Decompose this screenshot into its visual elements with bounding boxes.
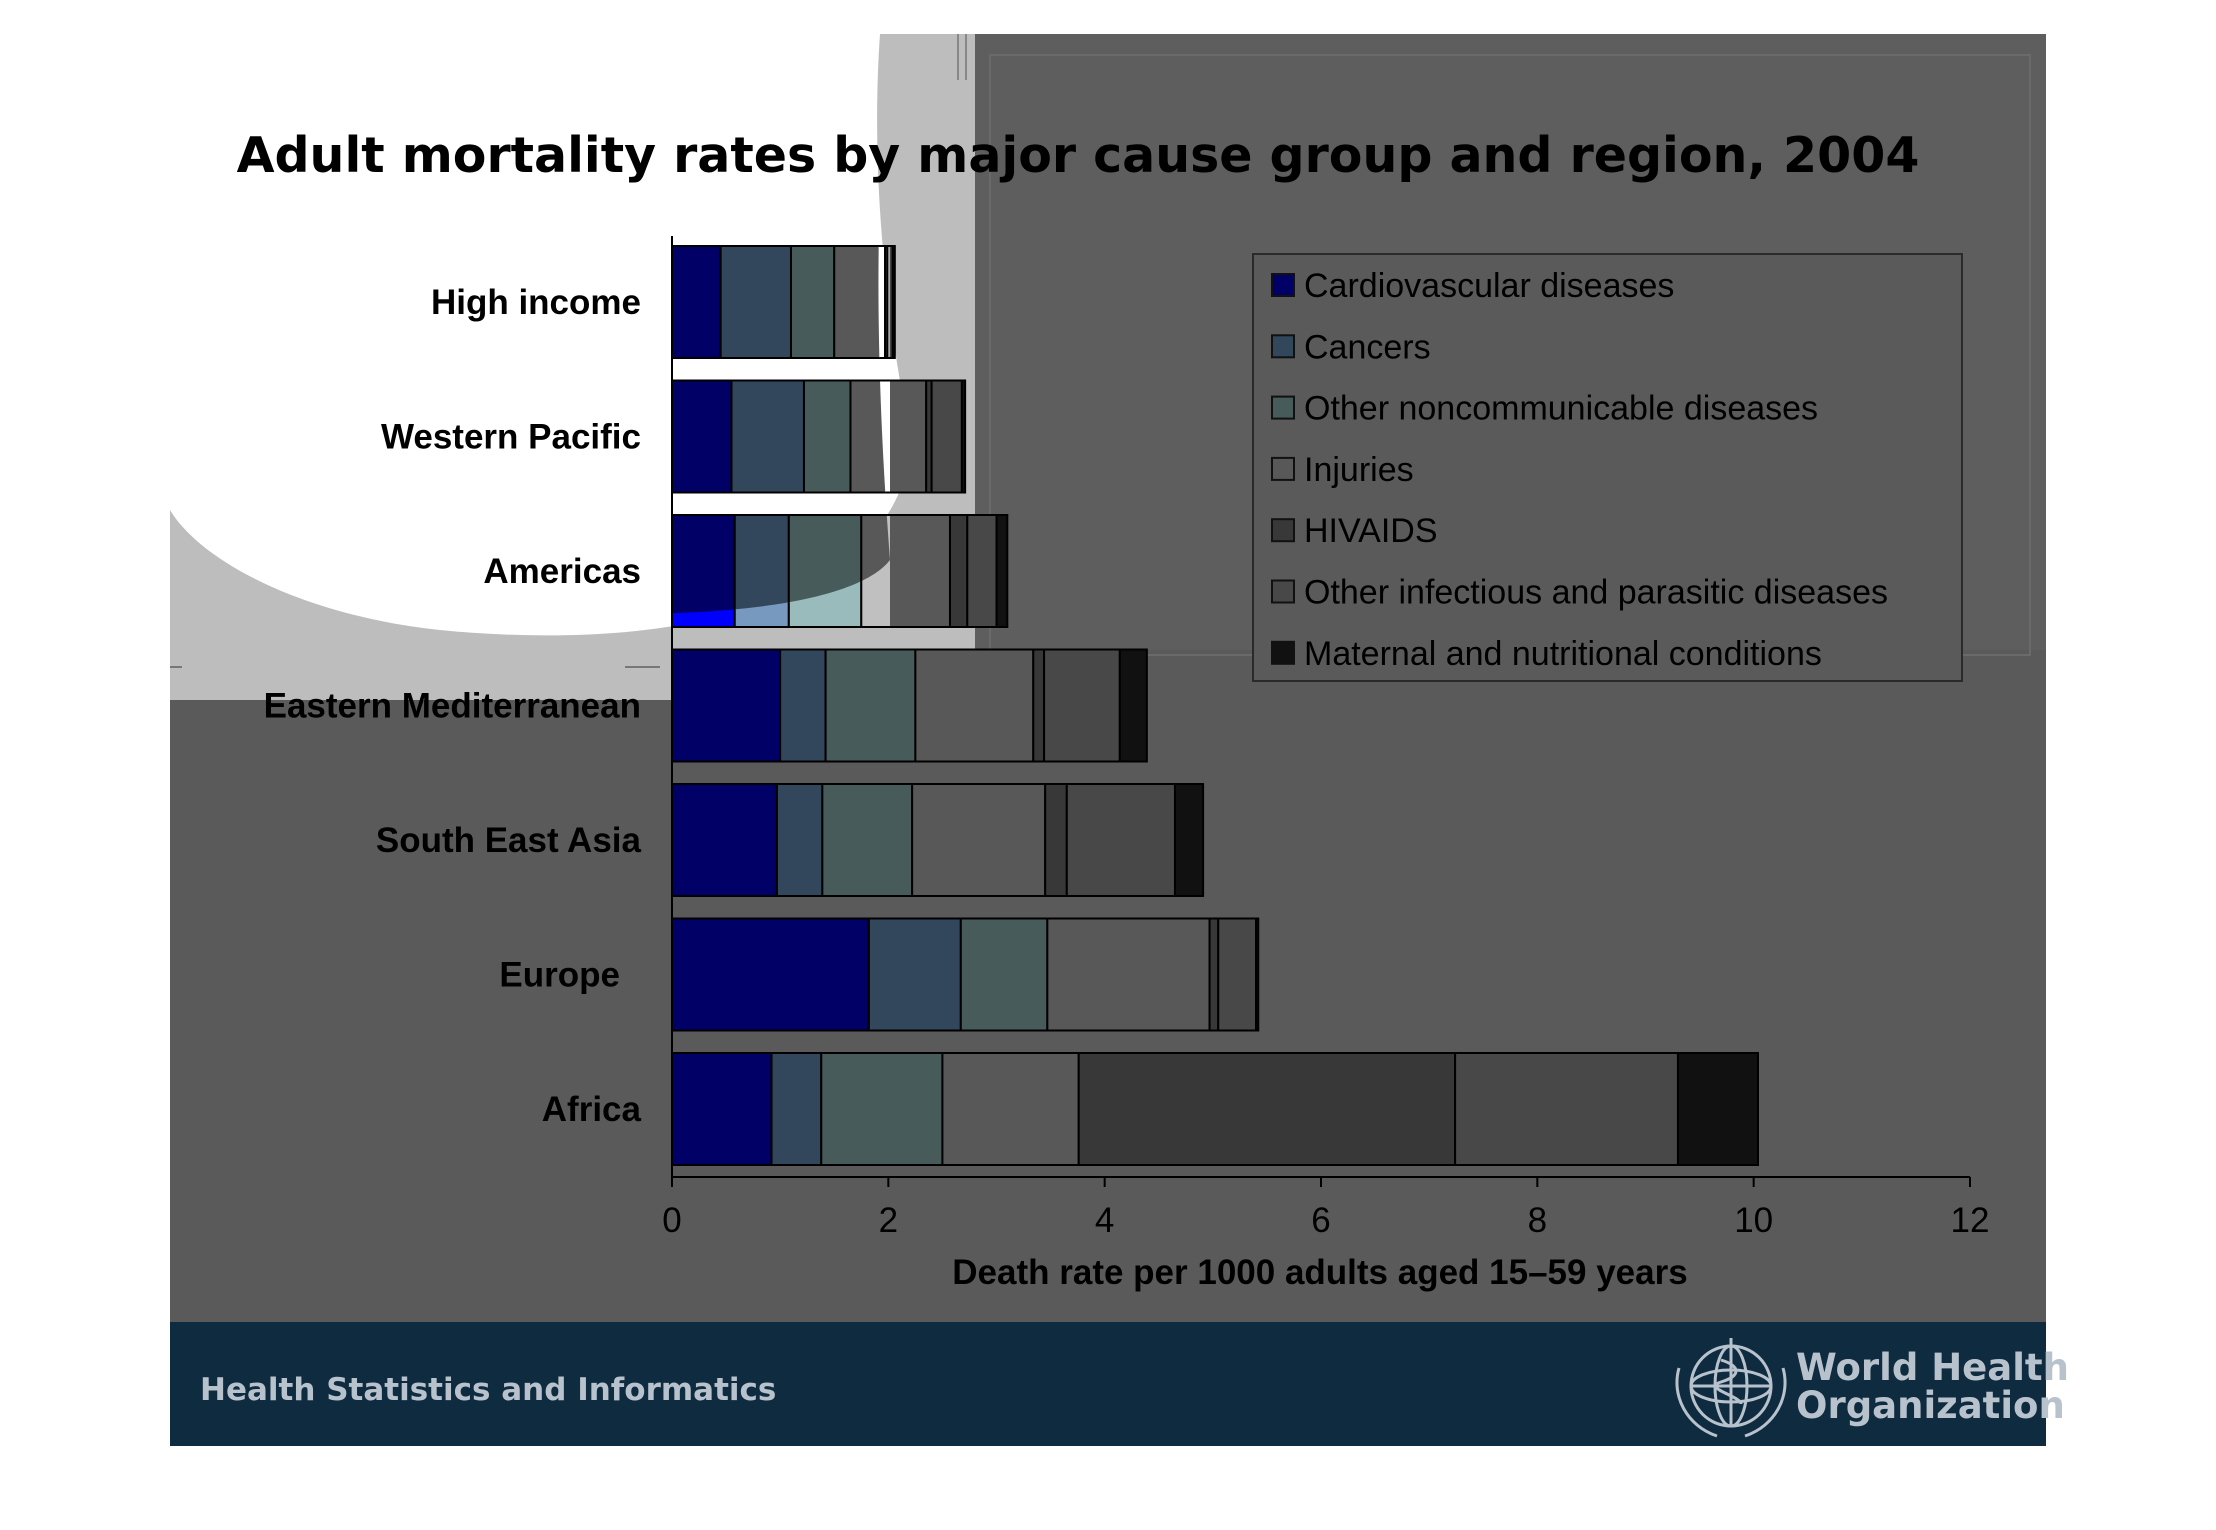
bar-high-income-series-1 — [719, 245, 792, 359]
bar-americas-series-6 — [995, 514, 1009, 628]
bar-south-east-asia-series-5 — [1065, 783, 1176, 897]
legend-swatch-1 — [1271, 334, 1295, 359]
bar-europe-series-1 — [867, 917, 962, 1032]
bar-south-east-asia-series-3 — [911, 783, 1047, 897]
bar-light-eastern-mediterranean-series-1 — [779, 648, 827, 650]
bar-americas-series-4 — [948, 514, 969, 628]
bar-high-income-series-3 — [833, 245, 887, 359]
category-label-eastern-mediterranean: Eastern Mediterranean — [264, 687, 641, 726]
legend-swatch-0 — [1271, 273, 1295, 297]
bar-eastern-mediterranean-series-4 — [1032, 648, 1046, 763]
bar-africa-series-2 — [820, 1052, 944, 1166]
legend-swatch-6 — [1271, 640, 1295, 665]
chart-title: Adult mortality rates by major cause gro… — [237, 127, 1920, 184]
legend-label-0: Cardiovascular diseases — [1304, 267, 1674, 305]
bar-light-high-income-series-5 — [886, 245, 890, 359]
legend-label-6: Maternal and nutritional conditions — [1304, 635, 1822, 673]
x-tick-label-6: 6 — [1311, 1201, 1330, 1240]
bar-africa-series-3 — [941, 1052, 1080, 1166]
bar-europe-series-6 — [1255, 917, 1260, 1032]
bar-south-east-asia-series-6 — [1173, 783, 1205, 897]
bar-europe-series-5 — [1217, 917, 1258, 1032]
legend-swatch-3 — [1271, 456, 1295, 481]
bar-eastern-mediterranean-series-2 — [824, 648, 917, 763]
bar-africa-series-5 — [1454, 1052, 1679, 1166]
legend-label-1: Cancers — [1304, 328, 1431, 366]
category-label-south-east-asia: South East Asia — [376, 821, 642, 860]
legend: Cardiovascular diseases Cancers Other nonc… — [1252, 253, 1963, 682]
legend-label-2: Other noncommunicable diseases — [1304, 390, 1818, 428]
logo-line-2: Organization — [1796, 1384, 2065, 1427]
bar-eastern-mediterranean-series-5 — [1043, 648, 1121, 763]
bar-eastern-mediterranean-series-3 — [914, 648, 1035, 763]
footer-left-text: Health Statistics and Informatics — [200, 1372, 776, 1408]
bar-europe-series-3 — [1046, 917, 1211, 1032]
bar-africa-series-0 — [671, 1052, 773, 1166]
bar-high-income-series-0 — [671, 245, 722, 359]
bar-high-income-series-6 — [891, 245, 896, 359]
legend-label-3: Injuries — [1304, 451, 1414, 489]
bars-layer — [671, 245, 1759, 1166]
bar-eastern-mediterranean-series-0 — [671, 648, 782, 763]
x-axis: 0 2 4 6 8 10 12 — [662, 236, 1989, 1240]
category-label-western-pacific: Western Pacific — [381, 418, 641, 457]
category-label-high-income: High income — [431, 283, 641, 322]
bar-south-east-asia-series-1 — [775, 783, 824, 897]
legend-box — [1252, 253, 1963, 682]
bar-western-pacific-series-6 — [960, 379, 967, 494]
bar-europe-series-0 — [671, 917, 870, 1032]
x-tick-label-0: 0 — [662, 1201, 681, 1240]
bar-eastern-mediterranean-series-1 — [779, 648, 827, 763]
legend-label-4: HIVAIDS — [1304, 512, 1438, 550]
x-axis-label: Death rate per 1000 adults aged 15–59 ye… — [952, 1253, 1687, 1292]
x-tick-label-12: 12 — [1951, 1201, 1990, 1240]
bar-western-pacific-series-5 — [930, 379, 963, 494]
bar-south-east-asia-series-2 — [821, 783, 914, 897]
bar-africa-series-4 — [1077, 1052, 1457, 1166]
bar-americas-series-0 — [671, 514, 736, 628]
legend-label-5: Other infectious and parasitic diseases — [1304, 574, 1888, 612]
category-label-africa: Africa — [542, 1090, 642, 1129]
bar-americas-series-5 — [966, 514, 998, 628]
x-tick-label-4: 4 — [1095, 1201, 1114, 1240]
category-labels: High income Western Pacific Americas Easter… — [264, 283, 642, 1129]
legend-swatch-4 — [1271, 518, 1295, 543]
legend-swatch-2 — [1271, 395, 1295, 420]
x-tick-label-10: 10 — [1734, 1201, 1773, 1240]
bar-europe-series-4 — [1208, 917, 1220, 1032]
bar-africa-series-6 — [1676, 1052, 1759, 1166]
bar-western-pacific-series-2 — [802, 379, 852, 494]
bar-europe-series-2 — [959, 917, 1049, 1032]
bar-africa-series-1 — [770, 1052, 823, 1166]
x-tick-label-8: 8 — [1528, 1201, 1547, 1240]
category-label-europe: Europe — [499, 956, 620, 995]
category-label-americas: Americas — [483, 552, 641, 591]
bar-western-pacific-series-0 — [671, 379, 733, 494]
bar-south-east-asia-series-0 — [671, 783, 778, 897]
bar-light-eastern-mediterranean-series-2 — [824, 648, 890, 650]
bar-eastern-mediterranean-series-6 — [1118, 648, 1148, 763]
who-emblem-icon — [1675, 1338, 1787, 1438]
x-tick-label-2: 2 — [879, 1201, 898, 1240]
legend-swatch-5 — [1271, 579, 1295, 604]
logo-line-1: World Health — [1796, 1346, 2069, 1389]
bar-western-pacific-series-1 — [730, 379, 805, 494]
bar-high-income-series-2 — [789, 245, 836, 359]
bar-south-east-asia-series-4 — [1044, 783, 1068, 897]
bar-light-eastern-mediterranean-series-0 — [671, 648, 782, 650]
